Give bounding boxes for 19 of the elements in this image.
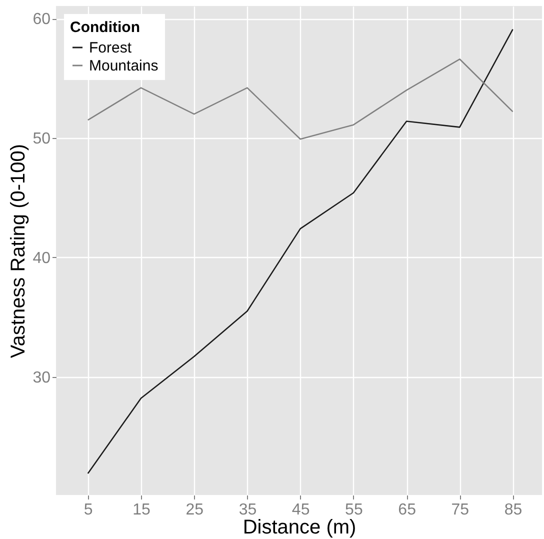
x-tick-label: 85 (504, 502, 522, 518)
x-tick-label: 5 (84, 502, 93, 518)
x-tick-label: 75 (451, 502, 470, 518)
x-tick-label: 45 (292, 502, 310, 518)
y-tick-label: 40 (32, 250, 51, 267)
legend-title: Condition (70, 19, 140, 36)
legend-label: Mountains (89, 58, 158, 74)
x-tick-label: 25 (186, 502, 204, 518)
y-axis-title: Vastness Rating (0-100) (8, 144, 30, 358)
line-series (87, 58, 514, 140)
x-axis-title: Distance (m) (242, 516, 356, 538)
x-tick-label: 55 (345, 502, 363, 518)
x-tick-label: 65 (398, 502, 416, 518)
x-tick-label: 35 (238, 502, 257, 518)
y-tick-label: 50 (32, 130, 51, 148)
legend-label: Forest (89, 40, 132, 56)
y-tick-label: 30 (32, 369, 51, 386)
x-tick-label: 15 (132, 502, 150, 518)
y-tick-label: 60 (32, 11, 51, 28)
